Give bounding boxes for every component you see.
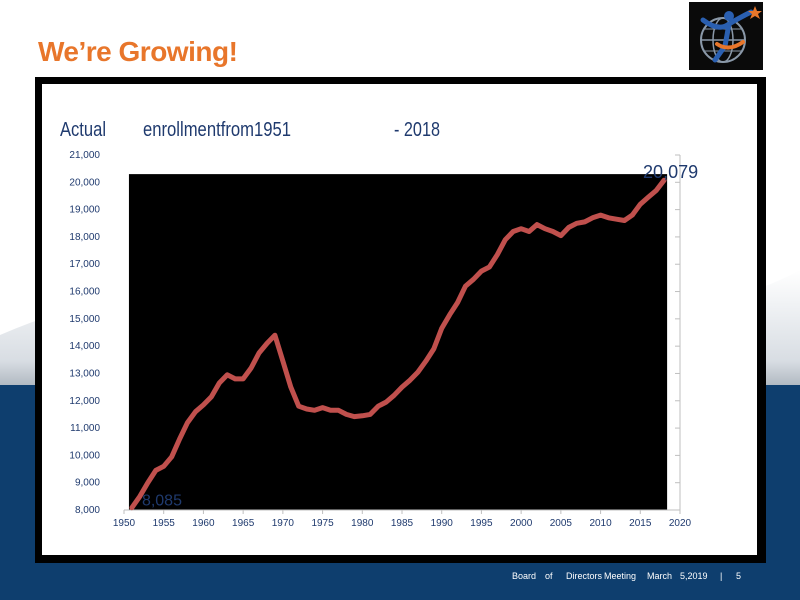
x-tick-label: 1995 (470, 518, 493, 529)
person-globe-star-icon (700, 6, 762, 63)
footer: Board of Directors Meeting March 5,2019 … (0, 569, 800, 585)
y-tick-label: 18,000 (69, 232, 100, 243)
x-tick-label: 1980 (351, 518, 374, 529)
x-tick-label: 2020 (669, 518, 692, 529)
y-tick-label: 8,000 (75, 505, 100, 516)
y-tick-label: 10,000 (69, 450, 100, 461)
chart-title-part-3: - 2018 (394, 119, 440, 141)
y-tick-label: 14,000 (69, 341, 100, 352)
logo (689, 2, 763, 70)
x-tick-label: 1965 (232, 518, 255, 529)
x-tick-label: 1950 (113, 518, 136, 529)
x-tick-label: 1985 (391, 518, 414, 529)
chart-title-part-2: enrollmentfrom1951 (143, 119, 291, 141)
y-tick-label: 20,000 (69, 177, 100, 188)
data-label-end: 20,079 (643, 162, 698, 182)
footer-word-month: March (647, 571, 673, 581)
x-tick-label: 2010 (589, 518, 612, 529)
slide-title: We’re Growing! (38, 36, 238, 67)
footer-word-directors: Directors (566, 571, 603, 581)
enrollment-line-chart: Actual enrollmentfrom1951 - 2018 8,000 9,… (60, 119, 698, 529)
enrollment-series-line (129, 177, 667, 511)
x-tick-label: 1975 (311, 518, 334, 529)
y-tick-label: 12,000 (69, 396, 100, 407)
y-tick-label: 13,000 (69, 368, 100, 379)
y-tick-label: 15,000 (69, 314, 100, 325)
footer-word-meeting: Meeting (604, 571, 637, 581)
y-tick-label: 17,000 (69, 259, 100, 270)
footer-word-board: Board (512, 571, 537, 581)
plot-area (128, 174, 668, 510)
x-tick-label: 2005 (550, 518, 573, 529)
y-tick-label: 21,000 (69, 150, 100, 161)
x-tick-label: 2000 (510, 518, 533, 529)
footer-word-of: of (545, 571, 553, 581)
x-tick-label: 1990 (431, 518, 454, 529)
y-tick-label: 11,000 (70, 423, 100, 434)
data-label-start: 8,085 (142, 493, 182, 510)
footer-date: 5,2019 (680, 571, 708, 581)
x-tick-label: 1970 (272, 518, 295, 529)
chart-panel: Actual enrollmentfrom1951 - 2018 8,000 9,… (42, 84, 757, 555)
y-tick-label: 9,000 (75, 478, 100, 489)
x-tick-label: 1955 (153, 518, 176, 529)
footer-page-number: 5 (736, 571, 742, 581)
chart-title-part-1: Actual (60, 119, 106, 141)
y-tick-label: 16,000 (69, 287, 100, 298)
x-tick-label: 2015 (629, 518, 652, 529)
x-tick-label: 1960 (192, 518, 215, 529)
footer-separator: | (720, 571, 723, 581)
y-tick-label: 19,000 (69, 205, 100, 216)
